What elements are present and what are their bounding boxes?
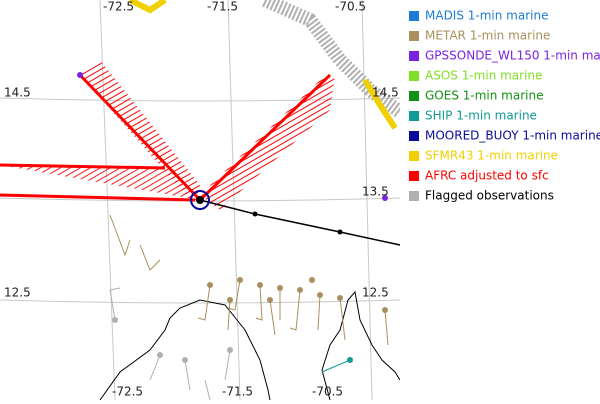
legend-label: MOORED_BUOY 1-min marine xyxy=(425,129,600,143)
legend-swatch xyxy=(409,191,419,201)
lon-label: -71.5 xyxy=(222,385,253,399)
lon-label: -72.5 xyxy=(103,0,134,14)
grid-labels: -72.5 -71.5 -70.5 -72.5 -71.5 -70.5 14.5… xyxy=(4,0,399,399)
lon-label: -71.5 xyxy=(207,0,238,14)
ship-barb xyxy=(321,359,351,373)
lon-label: -72.5 xyxy=(112,385,143,399)
legend-label: MADIS 1-min marine xyxy=(425,9,548,23)
metar-barbs xyxy=(109,214,389,346)
legend-label: METAR 1-min marine xyxy=(425,29,550,43)
sonde-point xyxy=(382,195,388,201)
legend-swatch xyxy=(409,71,419,81)
legend-bg xyxy=(400,0,600,400)
legend-swatch xyxy=(409,11,419,21)
ship-point xyxy=(347,357,353,363)
lat-label: 12.5 xyxy=(4,286,31,300)
track-point xyxy=(337,229,343,235)
lon-label: -70.5 xyxy=(312,385,343,399)
flagged-track xyxy=(262,0,405,118)
lat-label: 14.5 xyxy=(372,86,399,100)
legend-label: SHIP 1-min marine xyxy=(425,109,537,123)
legend-label: GOES 1-min marine xyxy=(425,89,543,103)
legend-swatch xyxy=(409,171,419,181)
coastline xyxy=(99,299,271,401)
map-area: -72.5 -71.5 -70.5 -72.5 -71.5 -70.5 14.5… xyxy=(0,0,405,401)
legend-swatch xyxy=(409,111,419,121)
sfmr-track xyxy=(362,78,398,130)
legend-swatch xyxy=(409,51,419,61)
legend-label: Flagged observations xyxy=(425,189,554,203)
sonde-point xyxy=(77,72,83,78)
coastline xyxy=(321,290,401,401)
buoy-marker xyxy=(196,196,204,204)
buoy-marker xyxy=(190,190,210,210)
sfmr-track xyxy=(128,0,167,14)
lat-label: 12.5 xyxy=(362,286,389,300)
legend-swatch xyxy=(409,31,419,41)
legend-label: ASOS 1-min marine xyxy=(425,69,542,83)
legend-label: SFMR43 1-min marine xyxy=(425,149,558,163)
legend-swatch xyxy=(409,91,419,101)
legend-swatch xyxy=(409,151,419,161)
legend-label: AFRC adjusted to sfc xyxy=(425,169,549,183)
lat-label: 13.5 xyxy=(362,185,389,199)
lon-label: -70.5 xyxy=(335,0,366,14)
lat-label: 14.5 xyxy=(4,86,31,100)
flagged-barbs xyxy=(109,287,233,401)
legend-swatch xyxy=(409,131,419,141)
track-point xyxy=(252,211,258,217)
aircraft-track xyxy=(199,199,401,246)
legend-label: GPSSONDE_WL150 1-min marine xyxy=(425,49,600,63)
afrc-track xyxy=(0,60,335,210)
legend: MADIS 1-min marine METAR 1-min marine GPSS… xyxy=(400,0,600,400)
